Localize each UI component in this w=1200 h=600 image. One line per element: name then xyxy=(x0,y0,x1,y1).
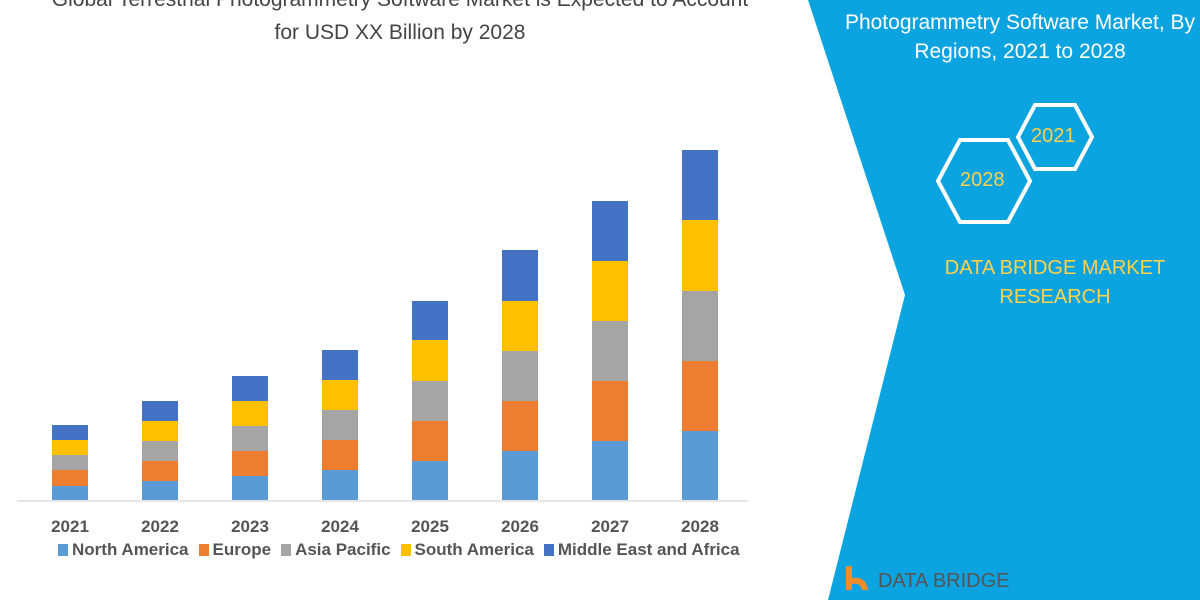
bar-segment-2028-europe xyxy=(682,361,718,431)
chart-title-line2: for USD XX Billion by 2028 xyxy=(274,21,526,44)
bar-segment-2024-north-america xyxy=(322,470,358,500)
legend-swatch xyxy=(281,544,292,556)
bar-segment-2027-south-america xyxy=(592,261,628,321)
bar-segment-2028-middle-east-and-africa xyxy=(682,150,718,220)
hex-label-2021: 2021 xyxy=(1031,125,1076,147)
x-tick-label: 2028 xyxy=(681,517,719,536)
bar-segment-2022-south-america xyxy=(142,421,178,441)
legend-label: South America xyxy=(414,540,534,559)
brand-text: DATA BRIDGE MARKET RESEARCH xyxy=(944,257,1166,308)
bar-segment-2026-europe xyxy=(502,401,538,451)
legend-swatch xyxy=(400,544,411,556)
bar-segment-2026-south-america xyxy=(502,301,538,351)
legend-item: Middle East and Africa xyxy=(543,540,740,560)
legend-label: Europe xyxy=(212,540,272,559)
x-tick-label: 2025 xyxy=(411,517,449,536)
bar-segment-2028-south-america xyxy=(682,220,718,291)
bar-segment-2024-europe xyxy=(322,440,358,470)
bar-segment-2024-south-america xyxy=(322,380,358,410)
bar-segment-2021-south-america xyxy=(52,440,88,455)
legend-item: North America xyxy=(58,540,189,560)
bar-segment-2023-south-america xyxy=(232,401,268,426)
bar-segment-2026-asia-pacific xyxy=(502,351,538,401)
logo-icon xyxy=(846,566,868,590)
bar-segment-2023-asia-pacific xyxy=(232,426,268,451)
bar-segment-2026-north-america xyxy=(502,451,538,500)
x-tick-label: 2021 xyxy=(51,517,89,536)
legend-swatch xyxy=(543,544,554,556)
chart-title-line1: Global Terrestrial Photogrammetry Softwa… xyxy=(0,0,800,12)
hexagon-2021 xyxy=(1015,103,1095,171)
bar-segment-2028-asia-pacific xyxy=(682,291,718,361)
bar-segment-2021-europe xyxy=(52,470,88,486)
bar-segment-2022-asia-pacific xyxy=(142,441,178,461)
x-tick-label: 2024 xyxy=(321,517,359,536)
bar-segment-2025-south-america xyxy=(412,340,448,381)
bar-segment-2021-north-america xyxy=(52,486,88,500)
hex-label-2028: 2028 xyxy=(960,169,1005,191)
x-tick-label: 2023 xyxy=(231,517,269,536)
bar-segment-2028-north-america xyxy=(682,431,718,500)
bar-segment-2021-middle-east-and-africa xyxy=(52,425,88,440)
legend-item: Europe xyxy=(198,540,272,560)
bar-segment-2027-middle-east-and-africa xyxy=(592,201,628,261)
legend-label: North America xyxy=(72,540,189,559)
bar-segment-2024-middle-east-and-africa xyxy=(322,350,358,380)
legend-swatch xyxy=(198,544,209,556)
bar-segment-2023-europe xyxy=(232,451,268,476)
legend-swatch xyxy=(58,544,68,556)
legend: North America Europe Asia Pacific South Ame… xyxy=(58,540,740,560)
bar-segment-2024-asia-pacific xyxy=(322,410,358,440)
bar-segment-2027-europe xyxy=(592,381,628,441)
bar-segment-2023-middle-east-and-africa xyxy=(232,376,268,401)
x-tick-label: 2026 xyxy=(501,517,539,536)
legend-item: Asia Pacific xyxy=(281,540,391,560)
bar-segment-2023-north-america xyxy=(232,476,268,500)
bar-segment-2022-north-america xyxy=(142,481,178,500)
logo-text: DATA BRIDGE xyxy=(878,570,1010,592)
bar-segment-2025-europe xyxy=(412,421,448,461)
x-tick-label: 2022 xyxy=(141,517,179,536)
hexagon-2028 xyxy=(935,138,1033,224)
legend-label: Asia Pacific xyxy=(295,540,391,559)
bar-segment-2026-middle-east-and-africa xyxy=(502,250,538,301)
bar-segment-2027-asia-pacific xyxy=(592,321,628,381)
bar-segment-2021-asia-pacific xyxy=(52,455,88,470)
x-tick-label: 2027 xyxy=(591,517,629,536)
side-panel-title: Photogrammetry Software Market, By Regio… xyxy=(844,11,1196,63)
bar-segment-2025-north-america xyxy=(412,461,448,500)
legend-label: Middle East and Africa xyxy=(557,540,740,559)
bar-segment-2025-middle-east-and-africa xyxy=(412,301,448,340)
bar-segment-2027-north-america xyxy=(592,441,628,500)
bar-segment-2022-europe xyxy=(142,461,178,481)
bar-segment-2022-middle-east-and-africa xyxy=(142,401,178,421)
legend-item: South America xyxy=(400,540,534,560)
side-panel-background xyxy=(808,0,1200,600)
bar-segment-2025-asia-pacific xyxy=(412,381,448,421)
